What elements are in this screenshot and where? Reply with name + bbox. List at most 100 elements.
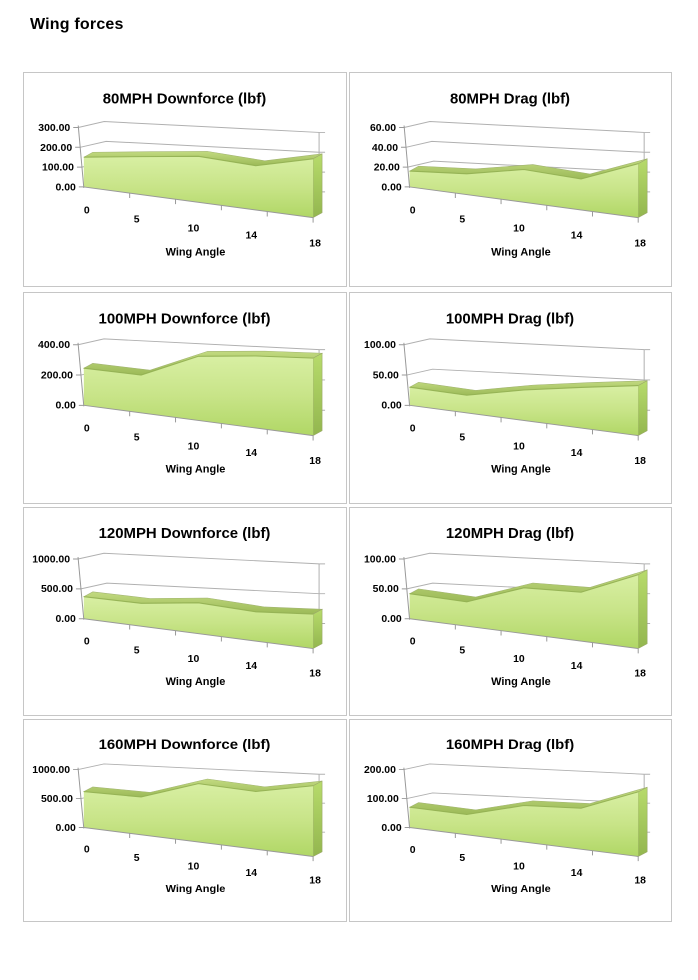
chart-canvas: 80MPH Downforce (lbf) 0.00 100.00 200.00 30… bbox=[38, 92, 326, 258]
svg-text:300.00: 300.00 bbox=[38, 123, 70, 134]
chart-canvas: 120MPH Downforce (lbf) 0.00500.001000.00… bbox=[32, 526, 326, 688]
svg-text:14: 14 bbox=[245, 868, 257, 879]
category-axis-labels: 0 5 10 14 18 bbox=[410, 206, 646, 250]
chart-title: 120MPH Downforce (lbf) bbox=[99, 526, 271, 542]
svg-text:200.00: 200.00 bbox=[364, 765, 396, 776]
svg-text:14: 14 bbox=[245, 661, 257, 672]
category-axis-labels: 0 5 10 14 18 bbox=[410, 845, 647, 887]
chart-canvas: 120MPH Drag (lbf) 0.00 50.00 100.00 0 5 10 14… bbox=[364, 526, 651, 688]
value-axis bbox=[398, 767, 411, 829]
svg-text:14: 14 bbox=[571, 868, 583, 879]
svg-text:18: 18 bbox=[634, 669, 646, 680]
svg-text:18: 18 bbox=[309, 669, 321, 680]
svg-text:200.00: 200.00 bbox=[40, 143, 72, 154]
svg-text:0.00: 0.00 bbox=[55, 823, 76, 834]
svg-text:100.00: 100.00 bbox=[42, 163, 74, 174]
chart-title: 80MPH Downforce (lbf) bbox=[103, 92, 267, 108]
svg-text:100.00: 100.00 bbox=[364, 340, 396, 351]
x-axis-title: Wing Angle bbox=[166, 883, 226, 895]
category-axis-labels: 0 5 10 14 18 bbox=[84, 206, 321, 250]
value-axis bbox=[399, 125, 411, 188]
chart-100mph-drag[interactable]: 100MPH Drag (lbf) 0.00 50.00 100.00 0 5 10 14… bbox=[349, 292, 672, 504]
area-series bbox=[408, 158, 648, 219]
x-axis-title: Wing Angle bbox=[166, 676, 226, 688]
svg-text:18: 18 bbox=[634, 876, 646, 887]
svg-text:14: 14 bbox=[245, 448, 257, 459]
svg-text:20.00: 20.00 bbox=[374, 163, 400, 174]
svg-text:10: 10 bbox=[513, 441, 525, 452]
area-series bbox=[408, 380, 648, 437]
svg-text:40.00: 40.00 bbox=[372, 143, 398, 154]
svg-text:0.00: 0.00 bbox=[381, 182, 401, 193]
svg-text:5: 5 bbox=[134, 433, 140, 444]
svg-text:18: 18 bbox=[309, 456, 321, 467]
chart-100mph-downforce[interactable]: 100MPH Downforce (lbf) 0.00 200.00 400.00 … bbox=[23, 292, 347, 504]
svg-text:10: 10 bbox=[188, 862, 200, 873]
svg-text:18: 18 bbox=[309, 876, 321, 887]
svg-text:400.00: 400.00 bbox=[38, 340, 70, 351]
category-axis-labels: 0 5 10 14 18 bbox=[84, 637, 321, 680]
area-series bbox=[82, 591, 324, 650]
area-series bbox=[82, 778, 323, 857]
chart-title: 120MPH Drag (lbf) bbox=[446, 526, 574, 542]
svg-text:0: 0 bbox=[410, 845, 416, 856]
svg-text:1000.00: 1000.00 bbox=[32, 555, 70, 566]
chart-canvas: 80MPH Drag (lbf) 0.00 20.00 40.00 60.00 0 5 1… bbox=[370, 92, 651, 258]
svg-text:5: 5 bbox=[134, 853, 140, 864]
svg-text:5: 5 bbox=[459, 215, 465, 226]
svg-text:14: 14 bbox=[571, 230, 583, 241]
category-axis bbox=[83, 186, 314, 223]
svg-text:0: 0 bbox=[84, 424, 90, 435]
svg-text:0.00: 0.00 bbox=[381, 401, 402, 412]
category-axis bbox=[83, 827, 314, 862]
chart-120mph-downforce[interactable]: 120MPH Downforce (lbf) 0.00 500.00 1000.00… bbox=[23, 507, 347, 716]
x-axis-title: Wing Angle bbox=[166, 246, 226, 258]
category-axis-labels: 0 5 10 14 18 bbox=[84, 424, 321, 467]
svg-text:200.00: 200.00 bbox=[41, 371, 73, 382]
chart-120mph-drag[interactable]: 120MPH Drag (lbf) 0.00 50.00 100.00 0 5 10 14… bbox=[349, 507, 672, 716]
svg-text:5: 5 bbox=[134, 646, 140, 657]
area-series bbox=[82, 350, 324, 437]
value-axis-labels: 0.00 50.00 100.00 bbox=[364, 340, 402, 411]
value-axis bbox=[73, 342, 85, 407]
chart-title: 160MPH Downforce (lbf) bbox=[99, 737, 271, 752]
value-axis-labels: 0.00 100.00 200.00 300.00 bbox=[38, 123, 76, 193]
chart-80mph-drag[interactable]: 80MPH Drag (lbf) 0.00 20.00 40.00 60.00 0 5 1… bbox=[349, 72, 672, 287]
svg-text:0: 0 bbox=[410, 206, 416, 217]
value-axis bbox=[73, 125, 85, 188]
svg-text:50.00: 50.00 bbox=[373, 371, 399, 382]
category-axis bbox=[409, 186, 639, 223]
value-axis bbox=[398, 342, 411, 407]
svg-text:18: 18 bbox=[634, 456, 646, 467]
value-axis-labels: 0.00 500.00 1000.00 bbox=[32, 765, 76, 834]
x-axis-title: Wing Angle bbox=[491, 676, 551, 688]
svg-text:0: 0 bbox=[84, 206, 90, 217]
chart-80mph-downforce[interactable]: 80MPH Downforce (lbf) 0.00 100.00 200.00 30… bbox=[23, 72, 347, 287]
svg-text:500.00: 500.00 bbox=[41, 794, 73, 805]
svg-text:14: 14 bbox=[571, 661, 583, 672]
value-axis-labels: 0.00 20.00 40.00 60.00 bbox=[370, 123, 402, 193]
chart-160mph-drag[interactable]: 160MPH Drag (lbf) 0.00 100.00 200.00 0 5 10 1… bbox=[349, 719, 672, 922]
svg-text:10: 10 bbox=[188, 224, 200, 235]
svg-text:0: 0 bbox=[84, 637, 90, 648]
svg-text:0.00: 0.00 bbox=[56, 614, 77, 625]
svg-text:1000.00: 1000.00 bbox=[32, 765, 70, 776]
svg-text:18: 18 bbox=[634, 238, 646, 249]
svg-text:10: 10 bbox=[513, 862, 525, 873]
svg-text:5: 5 bbox=[459, 433, 465, 444]
svg-text:18: 18 bbox=[309, 238, 321, 249]
value-axis bbox=[398, 557, 411, 620]
svg-text:0: 0 bbox=[410, 637, 416, 648]
chart-title: 100MPH Drag (lbf) bbox=[446, 311, 574, 327]
x-axis-title: Wing Angle bbox=[491, 464, 551, 476]
value-axis bbox=[73, 767, 85, 829]
svg-text:0.00: 0.00 bbox=[55, 401, 76, 412]
svg-text:10: 10 bbox=[513, 224, 525, 235]
x-axis-title: Wing Angle bbox=[166, 464, 226, 476]
value-axis-labels: 0.00 200.00 400.00 bbox=[38, 340, 76, 411]
svg-text:5: 5 bbox=[459, 853, 465, 864]
category-axis bbox=[409, 404, 639, 441]
value-axis-labels: 0.00 100.00 200.00 bbox=[364, 765, 402, 834]
chart-160mph-downforce[interactable]: 160MPH Downforce (lbf) 0.00 500.00 1000.00… bbox=[23, 719, 347, 922]
